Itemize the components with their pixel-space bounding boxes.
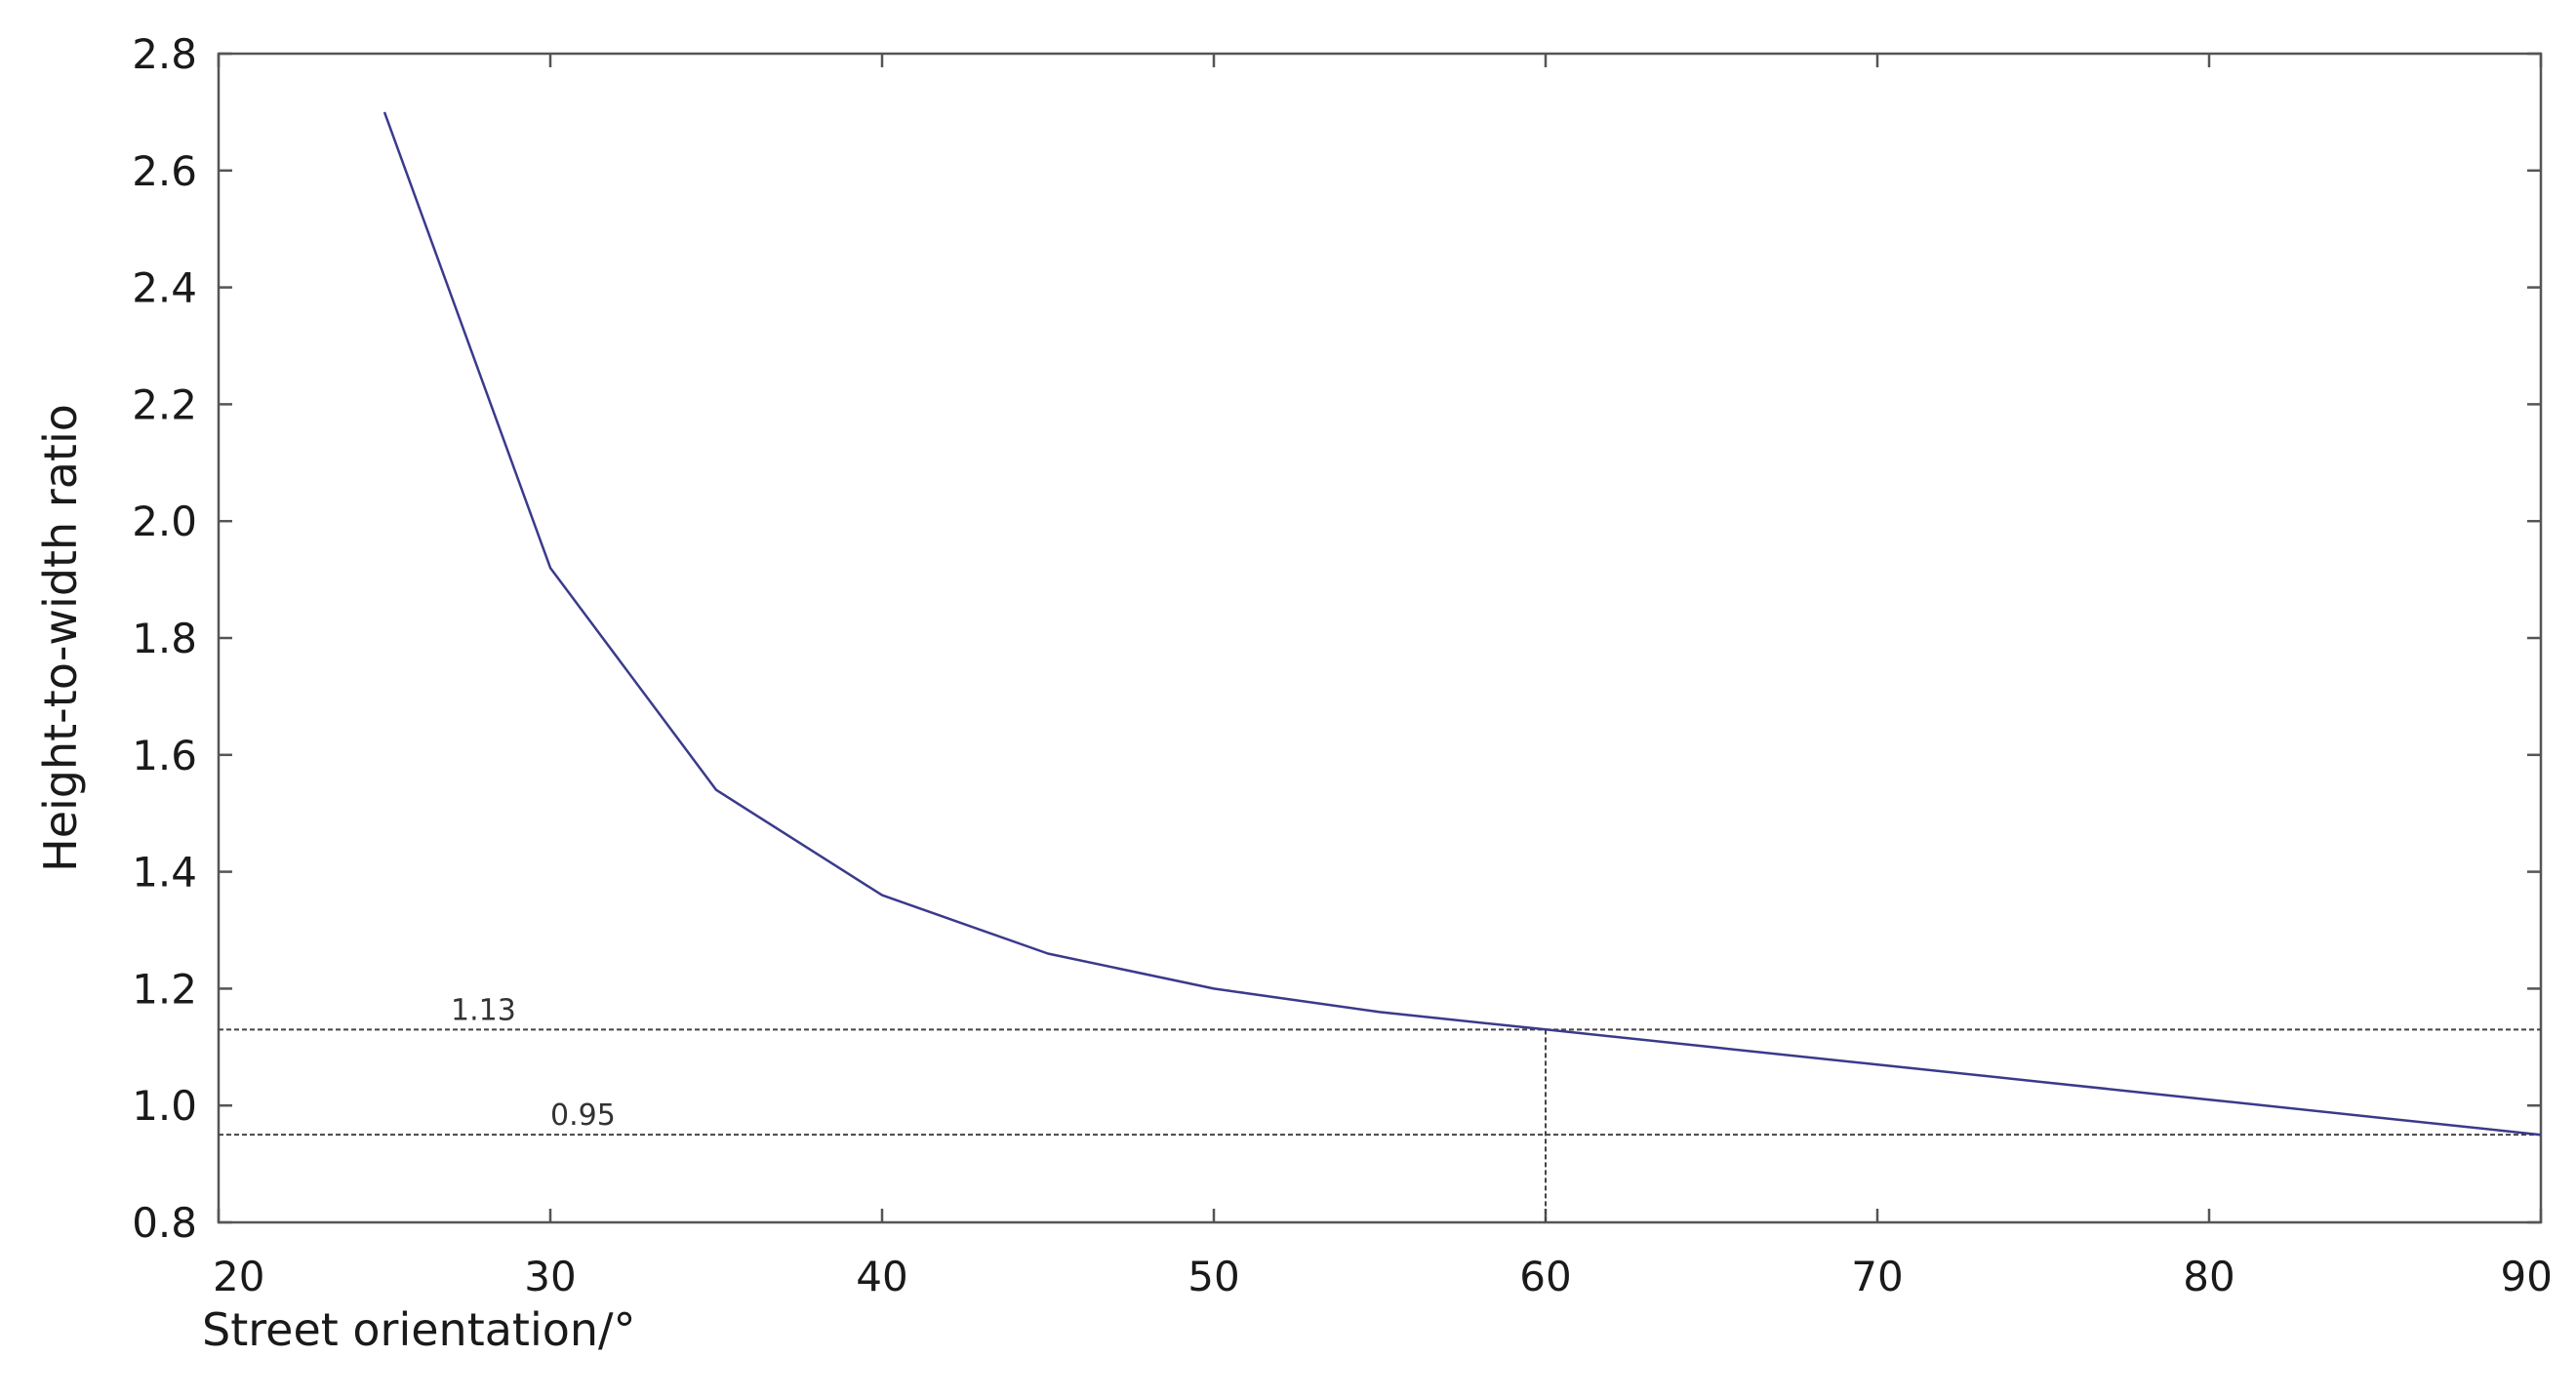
y-axis-title: Height-to-width ratio [34,404,87,872]
annotation-label: 1.13 [451,993,516,1027]
plot-frame [217,52,2543,1224]
y-tick-label: 2.4 [132,264,197,312]
y-tick-label: 1.8 [132,615,197,662]
x-axis-title: Street orientation/° [202,1303,636,1356]
tick-labels: 20 30 40 50 60 70 80 90 0.8 1.0 1.2 1.4 1.6 1.8 2.0 2.2… [132,30,2553,1300]
x-tick-label: 60 [1519,1253,1571,1300]
x-tick-label: 70 [1851,1253,1903,1300]
data-series [382,111,2542,1137]
x-tick-label: 90 [2501,1253,2553,1300]
axis-ticks [217,52,2543,1224]
x-tick-label: 50 [1187,1253,1239,1300]
y-tick-label: 1.6 [132,732,197,779]
y-tick-label: 2.0 [132,498,197,545]
annotation-label: 0.95 [550,1098,616,1133]
series-line [382,111,2542,1137]
y-tick-label: 1.2 [132,965,197,1013]
y-tick-label: 1.0 [132,1082,197,1130]
reference-lines [219,1028,2541,1222]
annotations: 1.13 0.95 [451,993,616,1133]
x-tick-label: 80 [2183,1253,2234,1300]
x-tick-label: 40 [856,1253,907,1300]
y-tick-label: 2.8 [132,30,197,78]
y-tick-label: 0.8 [132,1199,197,1247]
x-tick-label: 30 [524,1253,576,1300]
y-tick-label: 1.4 [132,849,197,897]
y-tick-label: 2.2 [132,380,197,428]
x-tick-label: 20 [213,1253,264,1300]
y-tick-label: 2.6 [132,147,197,195]
